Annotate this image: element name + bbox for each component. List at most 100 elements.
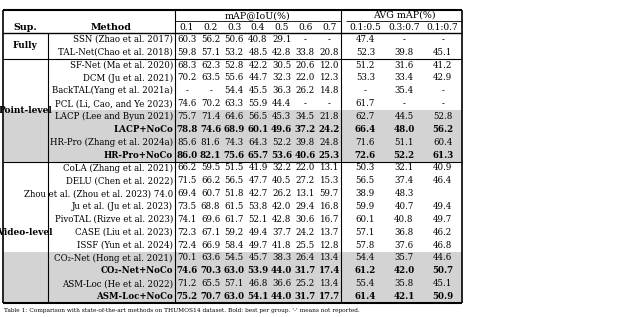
Text: 50.7: 50.7 [432,266,453,275]
Text: 44.5: 44.5 [394,112,413,121]
Text: 13.1: 13.1 [296,189,315,198]
Text: 56.5: 56.5 [248,112,268,121]
Text: 66.2: 66.2 [177,164,196,172]
Text: 37.7: 37.7 [272,228,291,237]
Text: 14.8: 14.8 [319,86,339,95]
Text: 70.7: 70.7 [200,292,221,301]
Text: 34.5: 34.5 [296,112,315,121]
Text: 74.6: 74.6 [200,125,221,134]
Text: 51.8: 51.8 [225,189,244,198]
Text: 44.0: 44.0 [271,292,292,301]
Text: 44.6: 44.6 [433,254,452,262]
Text: SSN (Zhao et al. 2017): SSN (Zhao et al. 2017) [73,35,173,44]
Text: 40.9: 40.9 [433,164,452,172]
Text: 25.5: 25.5 [296,241,315,250]
Text: 54.5: 54.5 [225,254,244,262]
Text: 54.4: 54.4 [225,86,244,95]
Text: 61.7: 61.7 [225,215,244,224]
Text: 73.5: 73.5 [177,202,196,211]
Text: 44.4: 44.4 [272,99,291,108]
Text: HR-Pro (Zhang et al. 2024a): HR-Pro (Zhang et al. 2024a) [50,138,173,147]
Text: DELU (Chen et al. 2022): DELU (Chen et al. 2022) [66,176,173,185]
Bar [3,123,461,136]
Bar [3,149,461,162]
Text: 86.0: 86.0 [176,151,198,160]
Text: 20.8: 20.8 [319,48,339,57]
Text: 33.4: 33.4 [394,74,413,82]
Text: 57.8: 57.8 [356,241,375,250]
Text: 51.2: 51.2 [356,61,375,70]
Text: -: - [403,35,405,44]
Text: 27.2: 27.2 [296,176,315,185]
Text: 26.4: 26.4 [296,254,315,262]
Text: 30.6: 30.6 [296,215,315,224]
Text: 49.6: 49.6 [271,125,292,134]
Text: 31.7: 31.7 [295,266,316,275]
Text: 75.2: 75.2 [176,292,197,301]
Text: ISSF (Yun et al. 2024): ISSF (Yun et al. 2024) [77,241,173,250]
Text: 41.8: 41.8 [272,241,291,250]
Text: 13.1: 13.1 [319,164,339,172]
Text: 57.1: 57.1 [201,48,220,57]
Text: 36.8: 36.8 [394,228,413,237]
Text: 60.4: 60.4 [433,138,452,147]
Text: 50.9: 50.9 [432,292,453,301]
Text: 60.3: 60.3 [177,35,196,44]
Text: 70.3: 70.3 [200,266,221,275]
Text: 72.6: 72.6 [355,151,376,160]
Text: 75.6: 75.6 [224,151,245,160]
Text: 52.8: 52.8 [225,61,244,70]
Text: AVG mAP(%): AVG mAP(%) [372,11,435,20]
Text: 69.6: 69.6 [201,215,220,224]
Text: CASE (Liu et al. 2023): CASE (Liu et al. 2023) [76,228,173,237]
Text: HR-Pro+NoCo: HR-Pro+NoCo [104,151,173,160]
Text: 0.3:0.7: 0.3:0.7 [388,23,420,31]
Bar [3,290,461,303]
Text: Zhou et al. (Zhou et al. 2023) 74.0: Zhou et al. (Zhou et al. 2023) 74.0 [24,189,173,198]
Text: 64.6: 64.6 [225,112,244,121]
Text: 42.0: 42.0 [394,266,415,275]
Text: LACP (Lee and Byun 2021): LACP (Lee and Byun 2021) [55,112,173,121]
Text: 63.0: 63.0 [224,292,245,301]
Text: 45.5: 45.5 [248,86,268,95]
Text: 41.9: 41.9 [248,164,268,172]
Text: 52.3: 52.3 [356,48,375,57]
Text: 37.4: 37.4 [394,176,413,185]
Text: DCM (Ju et al. 2021): DCM (Ju et al. 2021) [83,74,173,82]
Text: 0.7: 0.7 [322,23,337,31]
Text: 68.3: 68.3 [177,61,196,70]
Text: 22.0: 22.0 [296,164,315,172]
Text: -: - [209,86,212,95]
Text: TAL-Net(Chao et al. 2018): TAL-Net(Chao et al. 2018) [58,48,173,57]
Text: 46.8: 46.8 [433,241,452,250]
Text: 17.4: 17.4 [319,266,340,275]
Text: 51.5: 51.5 [225,164,244,172]
Text: 25.2: 25.2 [296,279,315,288]
Text: 29.4: 29.4 [296,202,315,211]
Text: 0.1: 0.1 [180,23,194,31]
Text: PCL (Li, Cao, and Ye 2023): PCL (Li, Cao, and Ye 2023) [56,99,173,108]
Text: 32.3: 32.3 [272,74,291,82]
Text: 53.2: 53.2 [225,48,244,57]
Text: 68.8: 68.8 [201,202,220,211]
Text: 31.6: 31.6 [394,61,413,70]
Text: 70.2: 70.2 [201,99,220,108]
Text: 13.4: 13.4 [319,279,339,288]
Text: 40.5: 40.5 [272,176,291,185]
Text: 45.7: 45.7 [248,254,268,262]
Text: 0.6: 0.6 [298,23,312,31]
Text: 44.7: 44.7 [248,74,268,82]
Text: 53.9: 53.9 [248,266,269,275]
Text: 61.5: 61.5 [225,202,244,211]
Text: -: - [328,99,331,108]
Text: 42.9: 42.9 [433,74,452,82]
Text: 46.4: 46.4 [433,176,452,185]
Text: 55.9: 55.9 [248,99,268,108]
Text: 45.1: 45.1 [433,279,452,288]
Text: 42.1: 42.1 [394,292,415,301]
Text: 60.1: 60.1 [356,215,375,224]
Text: 12.0: 12.0 [319,61,339,70]
Text: 46.2: 46.2 [433,228,452,237]
Text: 40.8: 40.8 [394,215,413,224]
Text: 22.0: 22.0 [296,74,315,82]
